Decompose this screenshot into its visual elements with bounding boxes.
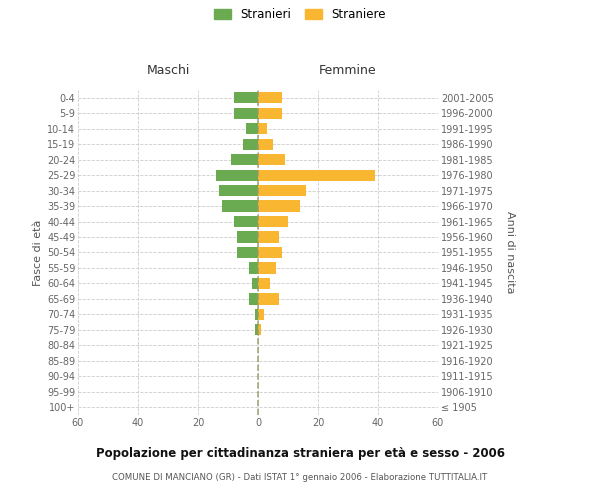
Bar	[258, 154, 285, 165]
Text: Maschi: Maschi	[146, 64, 190, 77]
Bar	[258, 92, 282, 104]
Bar	[258, 200, 300, 211]
Bar	[231, 154, 258, 165]
Bar	[258, 294, 279, 304]
Bar	[249, 294, 258, 304]
Bar	[258, 170, 375, 180]
Bar	[234, 92, 258, 104]
Bar	[252, 278, 258, 289]
Bar	[246, 123, 258, 134]
Text: Popolazione per cittadinanza straniera per età e sesso - 2006: Popolazione per cittadinanza straniera p…	[95, 448, 505, 460]
Bar	[237, 247, 258, 258]
Bar	[219, 185, 258, 196]
Bar	[258, 138, 273, 149]
Bar	[258, 262, 276, 274]
Bar	[258, 123, 267, 134]
Bar	[255, 324, 258, 336]
Bar	[258, 278, 270, 289]
Bar	[243, 138, 258, 149]
Bar	[258, 324, 261, 336]
Bar	[255, 309, 258, 320]
Bar	[234, 108, 258, 119]
Text: COMUNE DI MANCIANO (GR) - Dati ISTAT 1° gennaio 2006 - Elaborazione TUTTITALIA.I: COMUNE DI MANCIANO (GR) - Dati ISTAT 1° …	[112, 472, 488, 482]
Bar	[258, 247, 282, 258]
Text: Femmine: Femmine	[319, 64, 377, 77]
Bar	[258, 232, 279, 242]
Bar	[216, 170, 258, 180]
Bar	[249, 262, 258, 274]
Bar	[258, 185, 306, 196]
Bar	[222, 200, 258, 211]
Legend: Stranieri, Straniere: Stranieri, Straniere	[214, 8, 386, 22]
Bar	[258, 216, 288, 227]
Bar	[237, 232, 258, 242]
Y-axis label: Fasce di età: Fasce di età	[32, 220, 43, 286]
Y-axis label: Anni di nascita: Anni di nascita	[505, 211, 515, 294]
Bar	[258, 108, 282, 119]
Bar	[258, 309, 264, 320]
Bar	[234, 216, 258, 227]
